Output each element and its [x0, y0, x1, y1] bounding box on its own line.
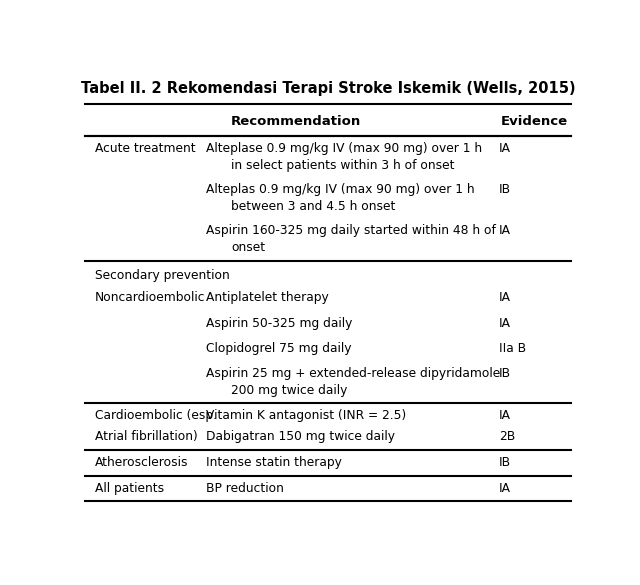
Text: Acute treatment: Acute treatment [95, 142, 195, 155]
Text: IB: IB [499, 456, 511, 469]
Text: Antiplatelet therapy: Antiplatelet therapy [207, 291, 329, 304]
Text: Aspirin 50-325 mg daily: Aspirin 50-325 mg daily [207, 317, 353, 330]
Text: IA: IA [499, 224, 511, 238]
Text: Cardioembolic (esp.: Cardioembolic (esp. [95, 409, 217, 422]
Text: in select patients within 3 h of onset: in select patients within 3 h of onset [231, 159, 455, 172]
Text: BP reduction: BP reduction [207, 481, 284, 494]
Text: between 3 and 4.5 h onset: between 3 and 4.5 h onset [231, 199, 396, 212]
Text: IIa B: IIa B [499, 342, 526, 356]
Text: IA: IA [499, 409, 511, 422]
Text: Atherosclerosis: Atherosclerosis [95, 456, 188, 469]
Text: Noncardioembolic: Noncardioembolic [95, 291, 205, 304]
Text: Vitamin K antagonist (INR = 2.5): Vitamin K antagonist (INR = 2.5) [207, 409, 407, 422]
Text: Evidence: Evidence [500, 115, 568, 128]
Text: IA: IA [499, 481, 511, 494]
Text: IB: IB [499, 367, 511, 380]
Text: Aspirin 25 mg + extended-release dipyridamole: Aspirin 25 mg + extended-release dipyrid… [207, 367, 500, 380]
Text: Recommendation: Recommendation [230, 115, 361, 128]
Text: onset: onset [231, 241, 266, 254]
Text: 2B: 2B [499, 429, 515, 442]
Text: IA: IA [499, 142, 511, 155]
Text: Aspirin 160-325 mg daily started within 48 h of: Aspirin 160-325 mg daily started within … [207, 224, 497, 238]
Text: All patients: All patients [95, 481, 164, 494]
Text: IA: IA [499, 291, 511, 304]
Text: IB: IB [499, 183, 511, 195]
Text: 200 mg twice daily: 200 mg twice daily [231, 384, 348, 397]
Text: Alteplase 0.9 mg/kg IV (max 90 mg) over 1 h: Alteplase 0.9 mg/kg IV (max 90 mg) over … [207, 142, 483, 155]
Text: Secondary prevention: Secondary prevention [95, 269, 230, 282]
Text: Intense statin therapy: Intense statin therapy [207, 456, 342, 469]
Text: Tabel II. 2 Rekomendasi Terapi Stroke Iskemik (Wells, 2015): Tabel II. 2 Rekomendasi Terapi Stroke Is… [81, 81, 575, 97]
Text: Clopidogrel 75 mg daily: Clopidogrel 75 mg daily [207, 342, 352, 356]
Text: Dabigatran 150 mg twice daily: Dabigatran 150 mg twice daily [207, 429, 396, 442]
Text: IA: IA [499, 317, 511, 330]
Text: Alteplas 0.9 mg/kg IV (max 90 mg) over 1 h: Alteplas 0.9 mg/kg IV (max 90 mg) over 1… [207, 183, 475, 195]
Text: Atrial fibrillation): Atrial fibrillation) [95, 429, 198, 442]
